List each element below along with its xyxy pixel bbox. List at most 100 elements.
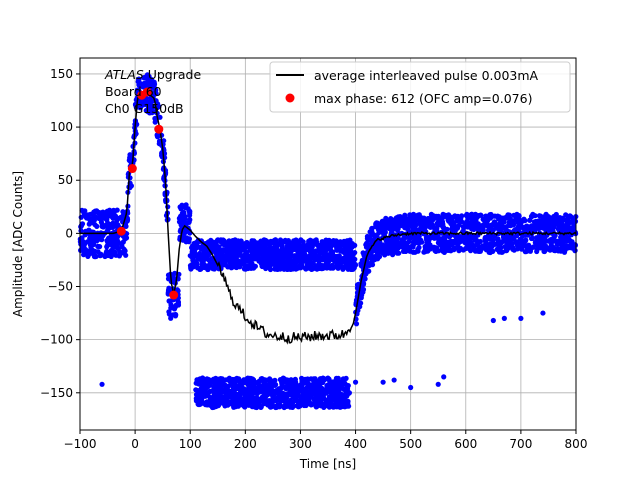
scatter-point (538, 219, 544, 225)
scatter-point (80, 247, 86, 253)
scatter-point (514, 233, 520, 239)
scatter-outlier (380, 379, 386, 385)
scatter-point (149, 110, 155, 116)
scatter-point (389, 217, 395, 223)
scatter-point (288, 404, 294, 410)
scatter-point (241, 386, 247, 392)
scatter-point (128, 183, 134, 189)
scatter-point (333, 375, 339, 381)
scatter-point (252, 380, 258, 386)
scatter-point (507, 219, 513, 226)
scatter-point (293, 381, 299, 387)
scatter-point (226, 376, 232, 382)
scatter-point (305, 376, 311, 382)
scatter-point (193, 239, 199, 246)
scatter-point (98, 219, 104, 225)
scatter-point (259, 263, 265, 269)
x-axis-label: Time [ns] (299, 457, 356, 471)
scatter-point (218, 237, 224, 243)
scatter-point (511, 228, 517, 234)
scatter-point (247, 255, 253, 261)
scatter-point (230, 260, 236, 267)
scatter-point (277, 266, 283, 272)
scatter-point (313, 393, 319, 399)
scatter-point (219, 399, 225, 405)
scatter-point (281, 259, 288, 265)
x-tick-label: 800 (565, 437, 588, 451)
legend-box (269, 61, 571, 113)
scatter-point (316, 248, 322, 254)
scatter-point (499, 249, 505, 255)
scatter-point (360, 281, 367, 287)
scatter-point (367, 229, 373, 235)
x-tick-label: 400 (344, 437, 367, 451)
scatter-point (274, 389, 280, 396)
scatter-point (364, 242, 370, 248)
scatter-point (156, 141, 162, 147)
scatter-point (235, 260, 242, 266)
scatter-point (252, 243, 258, 249)
scatter-point (402, 218, 408, 224)
scatter-point (336, 386, 342, 392)
scatter-point (345, 266, 351, 272)
scatter-point (198, 245, 204, 251)
scatter-point (344, 392, 350, 398)
scatter-point (311, 239, 317, 245)
scatter-point (494, 236, 501, 242)
scatter-point (187, 212, 193, 218)
scatter-point (258, 238, 264, 244)
scatter-point (211, 392, 217, 398)
annotation-line2: Board 60 (105, 84, 162, 99)
scatter-point (278, 238, 284, 244)
y-tick-label: 100 (50, 120, 73, 134)
x-tick-label: 500 (399, 437, 422, 451)
scatter-point (516, 213, 522, 219)
scatter-point (283, 385, 289, 391)
scatter-point (439, 223, 446, 229)
scatter-point (345, 238, 351, 245)
scatter-point (88, 218, 94, 224)
scatter-point (213, 240, 219, 246)
scatter-outlier (490, 317, 496, 324)
scatter-point (122, 236, 128, 242)
scatter-point (399, 240, 405, 247)
scatter-point (292, 386, 298, 392)
scatter-point (87, 235, 93, 241)
scatter-point (393, 223, 399, 229)
scatter-point (192, 251, 198, 257)
scatter-point (233, 264, 240, 271)
scatter-point (237, 241, 243, 247)
scatter-point (379, 219, 385, 225)
scatter-point (257, 398, 263, 404)
scatter-point (445, 247, 451, 253)
scatter-point (475, 221, 481, 227)
scatter-point (270, 392, 276, 398)
scatter-point (416, 227, 422, 233)
scatter-point (261, 257, 267, 263)
scatter-point (462, 221, 468, 227)
y-tick-label: 150 (50, 67, 73, 81)
scatter-point (132, 140, 138, 146)
scatter-point (142, 74, 148, 80)
scatter-point (113, 239, 119, 245)
scatter-point (226, 244, 232, 250)
scatter-point (121, 246, 127, 252)
scatter-point (80, 243, 86, 249)
scatter-point (237, 382, 243, 388)
scatter-point (261, 397, 268, 403)
scatter-point (168, 305, 174, 311)
legend-label-average: average interleaved pulse 0.003mA (314, 68, 539, 83)
scatter-point (461, 236, 467, 242)
x-tick-label: −100 (64, 437, 97, 451)
scatter-point (259, 376, 265, 382)
scatter-point (465, 245, 472, 251)
scatter-point (380, 230, 386, 236)
scatter-point (173, 312, 179, 318)
scatter-point (85, 253, 91, 259)
scatter-point (480, 224, 486, 230)
y-tick-label: −50 (48, 280, 73, 294)
scatter-point (312, 250, 318, 257)
scatter-point (165, 272, 172, 278)
scatter-point (569, 239, 575, 245)
scatter-point (244, 396, 250, 402)
